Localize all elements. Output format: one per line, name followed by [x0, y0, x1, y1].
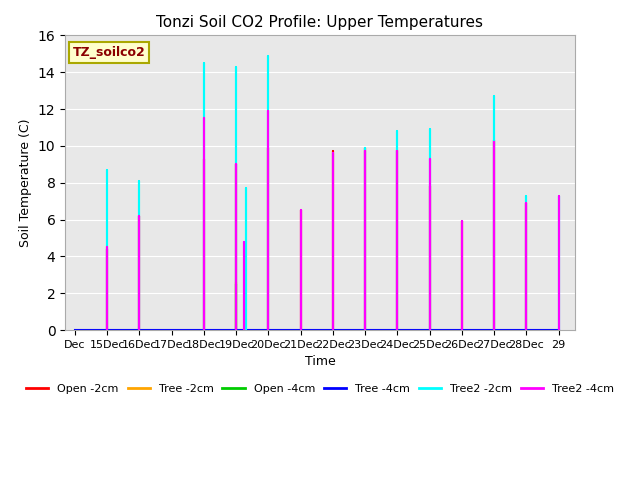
Tree2 -2cm: [426, 126, 433, 132]
Tree2 -2cm: [136, 327, 143, 333]
Tree -2cm: [232, 327, 240, 333]
Tree2 -2cm: [242, 327, 250, 333]
Tree2 -2cm: [362, 327, 369, 333]
Line: Tree2 -4cm: Tree2 -4cm: [107, 111, 559, 330]
Tree2 -2cm: [232, 64, 240, 70]
Tree2 -2cm: [136, 178, 143, 184]
Tree2 -2cm: [264, 53, 272, 59]
Tree2 -2cm: [394, 327, 401, 333]
Tree2 -2cm: [264, 327, 272, 333]
Title: Tonzi Soil CO2 Profile: Upper Temperatures: Tonzi Soil CO2 Profile: Upper Temperatur…: [157, 15, 483, 30]
Tree2 -2cm: [200, 327, 208, 333]
Open -2cm: [232, 327, 240, 333]
Tree2 -2cm: [555, 327, 563, 333]
Tree2 -2cm: [394, 327, 401, 333]
Tree2 -2cm: [490, 327, 498, 333]
Tree2 -2cm: [103, 327, 111, 333]
Open -2cm: [103, 327, 111, 333]
Tree2 -2cm: [522, 193, 530, 199]
Tree2 -2cm: [426, 327, 433, 333]
Open -2cm: [522, 200, 530, 206]
Open -2cm: [264, 145, 272, 151]
Tree2 -2cm: [264, 327, 272, 333]
Tree2 -2cm: [242, 185, 250, 191]
Tree2 -2cm: [362, 145, 369, 151]
Tree2 -2cm: [394, 128, 401, 134]
Tree2 -4cm: [103, 327, 111, 333]
Tree2 -2cm: [103, 327, 111, 333]
Tree2 -2cm: [555, 193, 563, 199]
Tree2 -2cm: [242, 327, 250, 333]
X-axis label: Time: Time: [305, 355, 335, 369]
Open -4cm: [232, 327, 240, 333]
Open -2cm: [426, 183, 433, 189]
Tree2 -4cm: [103, 327, 111, 333]
Tree -2cm: [232, 327, 240, 333]
Open -2cm: [394, 327, 401, 333]
Open -2cm: [522, 327, 530, 333]
Tree2 -2cm: [232, 327, 240, 333]
Tree2 -2cm: [103, 167, 111, 173]
Tree2 -2cm: [426, 327, 433, 333]
Tree2 -4cm: [241, 327, 248, 333]
Tree2 -4cm: [200, 327, 208, 333]
Tree2 -2cm: [490, 93, 498, 99]
Tree2 -2cm: [362, 327, 369, 333]
Tree2 -4cm: [555, 327, 563, 333]
Tree2 -2cm: [490, 327, 498, 333]
Line: Tree2 -2cm: Tree2 -2cm: [107, 56, 559, 330]
Line: Open -2cm: Open -2cm: [107, 140, 526, 330]
Tree2 -2cm: [232, 327, 240, 333]
Tree2 -2cm: [555, 327, 563, 333]
Open -2cm: [264, 327, 272, 333]
Open -4cm: [232, 327, 240, 333]
Tree2 -2cm: [522, 327, 530, 333]
Y-axis label: Soil Temperature (C): Soil Temperature (C): [19, 119, 32, 247]
Text: TZ_soilco2: TZ_soilco2: [73, 46, 146, 59]
Tree -2cm: [232, 279, 240, 285]
Legend: Open -2cm, Tree -2cm, Open -4cm, Tree -4cm, Tree2 -2cm, Tree2 -4cm: Open -2cm, Tree -2cm, Open -4cm, Tree -4…: [22, 379, 618, 398]
Tree2 -2cm: [136, 327, 143, 333]
Open -4cm: [232, 281, 240, 287]
Tree2 -2cm: [522, 327, 530, 333]
Tree2 -2cm: [200, 327, 208, 333]
Tree2 -2cm: [200, 60, 208, 66]
